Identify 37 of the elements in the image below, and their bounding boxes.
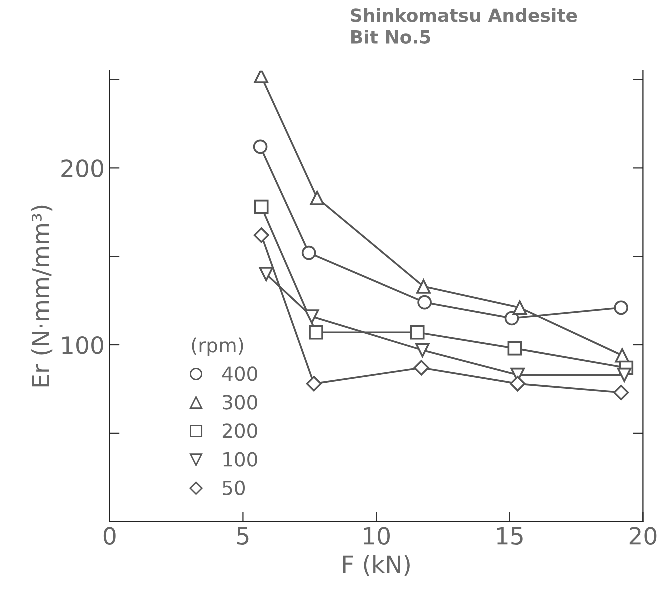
point bbox=[306, 376, 322, 392]
legend-label: 100 bbox=[224, 452, 258, 467]
x-tick-label: 20 bbox=[630, 527, 657, 545]
point bbox=[617, 368, 632, 382]
legend-title: (rpm) bbox=[192, 338, 244, 357]
x-tick-label: 5 bbox=[238, 527, 249, 545]
x-tick-label: 15 bbox=[497, 527, 523, 545]
point bbox=[614, 384, 630, 401]
point bbox=[508, 341, 522, 356]
legend-label: 50 bbox=[223, 480, 245, 496]
point bbox=[414, 360, 430, 376]
point bbox=[510, 376, 526, 392]
x-tick-label: 0 bbox=[104, 527, 116, 545]
legend-label: 400 bbox=[222, 366, 258, 382]
point bbox=[512, 300, 528, 316]
legend-label: 300 bbox=[223, 395, 258, 410]
point bbox=[254, 228, 270, 244]
point bbox=[416, 343, 430, 358]
point bbox=[416, 280, 431, 294]
point bbox=[254, 200, 269, 214]
point bbox=[410, 325, 425, 340]
point bbox=[418, 295, 432, 310]
x-tick-label: 10 bbox=[364, 527, 390, 545]
point bbox=[309, 325, 324, 340]
point bbox=[302, 246, 316, 260]
y-axis-title: Er (N·mm/mm³) bbox=[32, 206, 53, 387]
text: Shinkomatsu Andesite bbox=[351, 8, 578, 22]
point bbox=[310, 191, 324, 206]
point bbox=[304, 310, 320, 324]
point bbox=[259, 267, 274, 282]
point bbox=[614, 300, 628, 316]
point bbox=[254, 70, 268, 84]
x-axis-title: F (kN) bbox=[343, 555, 410, 576]
text: Bit No.5 bbox=[352, 30, 430, 44]
legend-label: 200 bbox=[222, 424, 258, 438]
point bbox=[504, 311, 520, 326]
point bbox=[253, 140, 268, 154]
